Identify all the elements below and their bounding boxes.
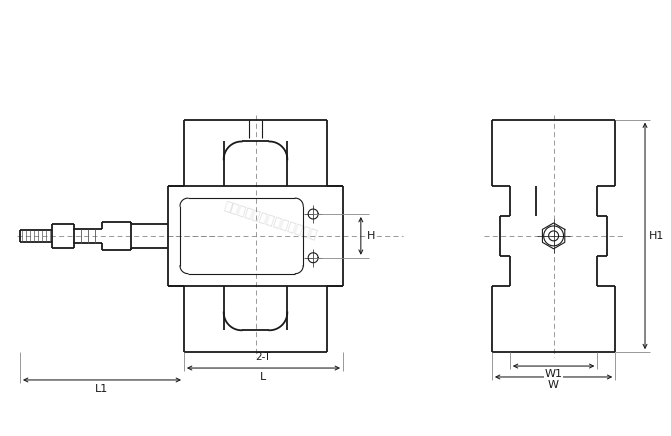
Text: 2-T: 2-T [256,352,271,362]
Text: H: H [366,231,375,241]
Text: W1: W1 [545,369,562,379]
Text: W: W [548,380,559,390]
Text: H1: H1 [650,231,665,241]
Text: 广州炳鑫自动化科技有限公司: 广州炳鑫自动化科技有限公司 [222,200,319,242]
Text: L1: L1 [95,384,109,394]
Text: L: L [260,372,266,382]
